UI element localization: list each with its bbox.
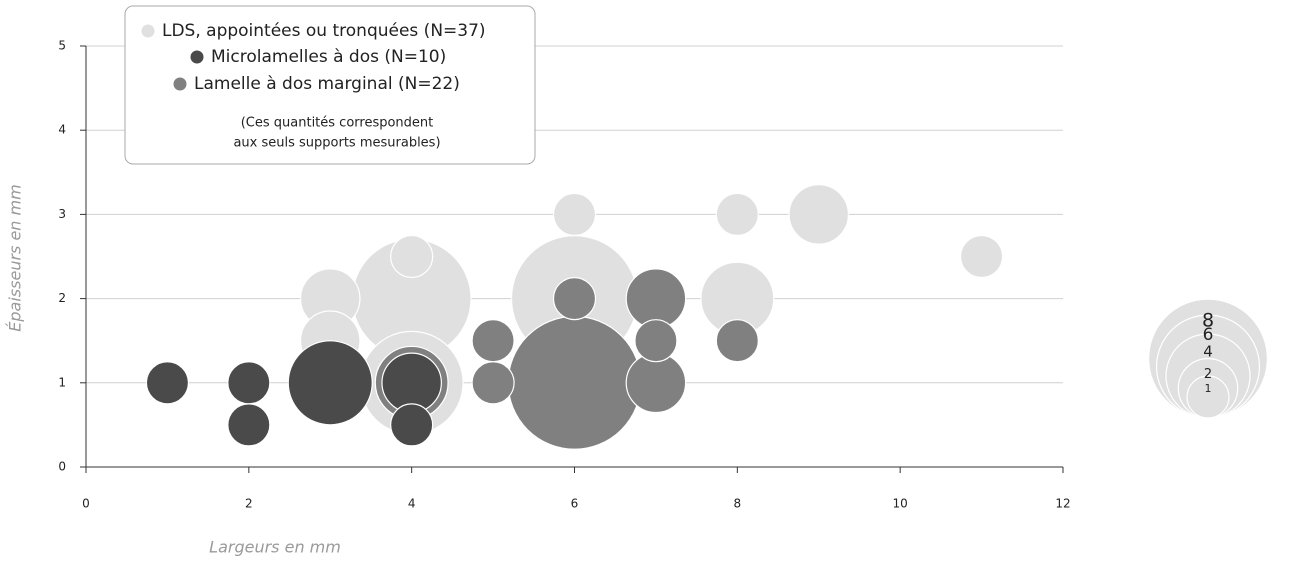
bubble — [552, 277, 597, 321]
bubble — [507, 315, 642, 450]
size-key-label: 6 — [1203, 325, 1214, 345]
x-tick-label: 12 — [1055, 497, 1070, 511]
x-tick-label: 0 — [82, 497, 90, 511]
legend-note: aux seuls supports mesurables) — [233, 136, 440, 151]
legend-marker — [190, 50, 204, 64]
legend-label: Microlamelles à dos (N=10) — [211, 47, 446, 67]
x-tick-label: 10 — [893, 497, 908, 511]
bubble — [715, 319, 759, 363]
bubble — [227, 361, 271, 405]
bubble — [552, 192, 597, 236]
legend-box — [124, 5, 536, 165]
y-tick-label: 5 — [58, 39, 66, 53]
x-tick-label: 8 — [734, 497, 742, 511]
bubble — [145, 361, 190, 405]
bubble — [390, 403, 434, 447]
x-tick-label: 6 — [571, 497, 579, 511]
y-tick-label: 1 — [58, 375, 66, 389]
size-key-label: 1 — [1205, 382, 1212, 395]
size-key-circle — [1186, 375, 1230, 419]
legend-marker — [141, 24, 155, 38]
y-tick-label: 3 — [58, 207, 66, 221]
bubble — [471, 319, 515, 363]
legend-label: LDS, appointées ou tronquées (N=37) — [162, 21, 486, 41]
legend-marker — [173, 77, 187, 91]
bubble — [471, 361, 515, 405]
y-axis-title: Épaisseurs en mm — [6, 184, 25, 331]
bubble — [390, 234, 434, 279]
size-key-label: 8 — [1202, 310, 1214, 332]
legend-note: (Ces quantités correspondent — [241, 116, 434, 131]
bubble — [227, 403, 271, 447]
bubble — [287, 340, 373, 426]
y-tick-label: 2 — [58, 291, 66, 305]
size-key-label: 2 — [1204, 367, 1212, 382]
bubble — [634, 319, 678, 363]
size-key-label: 4 — [1203, 343, 1213, 361]
x-tick-label: 4 — [408, 497, 416, 511]
legend-label: Lamelle à dos marginal (N=22) — [194, 74, 460, 94]
x-tick-label: 2 — [245, 497, 253, 511]
bubble — [788, 184, 850, 245]
x-axis-title: Largeurs en mm — [209, 538, 341, 557]
bubble — [715, 192, 759, 236]
bubble — [959, 234, 1004, 279]
y-tick-label: 4 — [58, 123, 66, 137]
y-tick-label: 0 — [58, 460, 66, 474]
